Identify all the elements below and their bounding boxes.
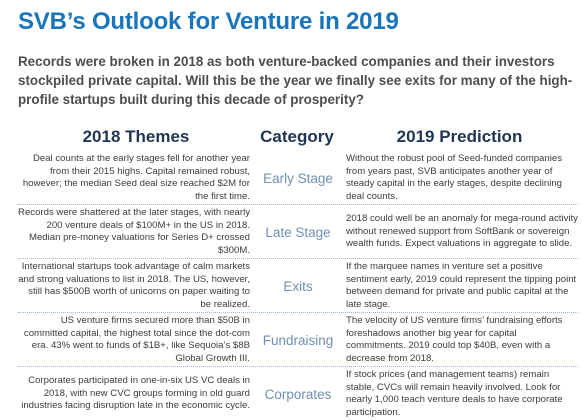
theme-text: International startups took advantage of…: [18, 261, 250, 310]
column-header: 2018 Themes: [82, 127, 190, 146]
prediction-text: 2018 could well be an anomaly for mega-r…: [346, 213, 578, 249]
category-label: Late Stage: [265, 224, 331, 240]
table-row: Deal counts at the early stages fell for…: [18, 152, 578, 205]
prediction-text: Without the robust pool of Seed-funded c…: [346, 153, 562, 202]
table-row: International startups took advantage of…: [18, 260, 578, 313]
column-header: Category: [260, 127, 334, 146]
table-row: US venture firms secured more than $50B …: [18, 314, 578, 367]
prediction-text: The velocity of US venture firms’ fundra…: [346, 315, 563, 364]
theme-text: Corporates participated in one-in-six US…: [21, 375, 250, 411]
column-header: 2019 Prediction: [396, 127, 523, 146]
theme-text: US venture firms secured more than $50B …: [23, 315, 250, 364]
category-label: Fundraising: [262, 332, 334, 348]
table-row: Corporates participated in one-in-six US…: [18, 368, 578, 420]
prediction-text: If stock prices (and management teams) r…: [346, 369, 563, 418]
prediction-text: If the marquee names in venture set a po…: [346, 261, 577, 310]
theme-text: Deal counts at the early stages fell for…: [22, 153, 250, 202]
intro: Records were broken in 2018 as both vent…: [18, 54, 573, 107]
theme-text: Records were shattered at the later stag…: [18, 207, 250, 256]
category-label: Exits: [283, 278, 313, 294]
title: SVB’s Outlook for Venture in 2019: [18, 8, 399, 35]
category-label: Corporates: [264, 386, 332, 402]
category-label: Early Stage: [263, 170, 333, 186]
table-row: Records were shattered at the later stag…: [18, 206, 578, 259]
